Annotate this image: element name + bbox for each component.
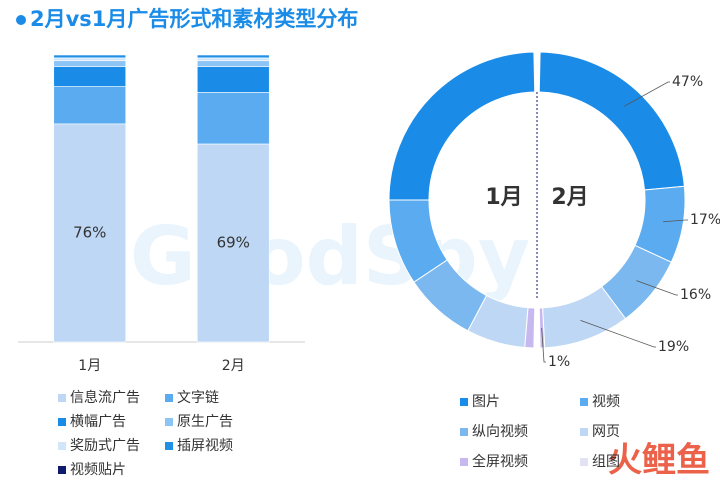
chart-title: 2月vs1月广告形式和素材类型分布 [30, 7, 358, 31]
bar-segment [53, 123, 127, 343]
data-label: 19% [658, 339, 689, 355]
data-label: 17% [690, 212, 720, 228]
legend-swatch [58, 394, 66, 402]
leader-line [623, 81, 670, 107]
donut-segment [524, 307, 536, 349]
legend-swatch [58, 466, 66, 474]
legend-swatch [460, 428, 468, 436]
bar-segment [53, 86, 127, 125]
legend-swatch [460, 398, 468, 406]
leader-line [663, 219, 688, 223]
legend-swatch [460, 458, 468, 466]
legend-swatch [165, 418, 173, 426]
bar-segment [196, 92, 270, 145]
x-tick-label: 2月 [222, 358, 245, 374]
legend-swatch [165, 394, 173, 402]
series-label: 1月 [485, 185, 522, 210]
bar-segment [53, 66, 127, 87]
legend-label: 纵向视频 [472, 424, 528, 440]
leader-line [541, 327, 546, 363]
leader-line [580, 320, 656, 348]
data-label: 69% [217, 233, 250, 251]
legend-label: 视频贴片 [70, 462, 126, 478]
title-bullet [16, 15, 26, 25]
bar-segment [53, 54, 127, 59]
donut-segment [388, 51, 536, 201]
legend-label: 文字链 [177, 390, 219, 406]
legend-label: 奖励式广告 [70, 437, 140, 454]
series-label: 2月 [551, 185, 588, 210]
legend-swatch [58, 418, 66, 426]
legend-swatch [580, 398, 588, 406]
bar-segment [53, 57, 127, 62]
bar-segment [196, 143, 270, 343]
legend-swatch [580, 428, 588, 436]
legend-label: 横幅广告 [70, 414, 126, 430]
logo: 火鲤鱼 [608, 441, 710, 481]
legend-label: 图片 [472, 394, 500, 410]
bar-segment [196, 60, 270, 67]
bar-segment [53, 60, 127, 67]
legend-label: 插屏视频 [177, 438, 233, 454]
legend-swatch [58, 442, 66, 450]
legend-label: 组图 [592, 454, 620, 470]
legend-label: 视频 [592, 394, 620, 410]
data-label: 47% [672, 74, 703, 90]
bar-segment [196, 54, 270, 59]
legend-label: 全屏视频 [472, 453, 528, 470]
legend-label: 网页 [592, 424, 620, 440]
bar-segment [196, 57, 270, 62]
legend-swatch [580, 458, 588, 466]
legend-swatch [165, 442, 173, 450]
legend-label: 信息流广告 [70, 389, 140, 406]
legend-label: 原生广告 [177, 414, 233, 430]
data-label: 1% [548, 354, 570, 370]
donut-segment [538, 51, 685, 191]
data-label: 16% [680, 287, 711, 303]
bar-segment [196, 66, 270, 93]
x-tick-label: 1月 [78, 358, 101, 374]
leader-line [636, 280, 678, 296]
data-label: 76% [73, 223, 106, 241]
